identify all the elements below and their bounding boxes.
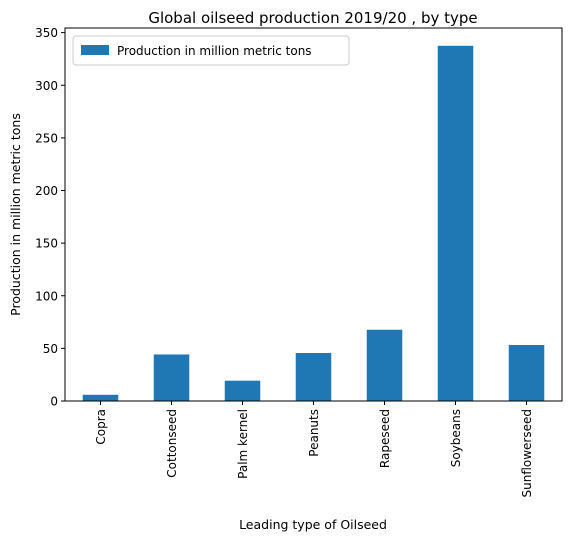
- y-tick-label: 150: [35, 237, 58, 251]
- x-tick-label: Sunflowerseed: [520, 409, 534, 498]
- x-tick-label: Palm kernel: [236, 409, 250, 479]
- y-tick-label: 200: [35, 184, 58, 198]
- x-tick-label: Rapeseed: [378, 409, 392, 468]
- x-tick-label: Copra: [94, 409, 108, 445]
- y-tick-label: 300: [35, 79, 58, 93]
- y-tick-label: 100: [35, 289, 58, 303]
- bar-soybeans: [437, 45, 474, 402]
- bar-palm-kernel: [224, 380, 261, 401]
- legend: Production in million metric tons: [72, 35, 350, 66]
- plot-area: 0 50 100 150 200 250 300 350 Copra Cottonseed Pal…: [35, 26, 563, 498]
- bar-copra: [82, 394, 119, 401]
- chart-title: Global oilseed production 2019/20 , by t…: [148, 9, 477, 27]
- x-tick-label: Soybeans: [449, 409, 463, 467]
- legend-swatch: [81, 45, 109, 55]
- x-tick-label: Cottonseed: [165, 409, 179, 478]
- x-tick-label: Peanuts: [307, 409, 321, 457]
- bar-rapeseed: [366, 329, 403, 401]
- y-tick-label: 250: [35, 131, 58, 145]
- legend-label: Production in million metric tons: [117, 44, 312, 58]
- bar-cottonseed: [153, 354, 190, 401]
- y-tick-label: 350: [35, 26, 58, 40]
- legend-box: [72, 35, 350, 66]
- bar-peanuts: [295, 353, 332, 401]
- y-tick-label: 50: [43, 342, 58, 356]
- x-axis-ticks: Copra Cottonseed Palm kernel Peanuts Rapesee…: [94, 401, 534, 498]
- y-axis-ticks: 0 50 100 150 200 250 300 350: [35, 26, 65, 409]
- bars-group: [82, 45, 545, 402]
- x-axis-label: Leading type of Oilseed: [239, 517, 387, 532]
- plot-frame: [64, 27, 563, 402]
- bar-sunflowerseed: [508, 345, 545, 401]
- y-tick-label: 0: [50, 395, 58, 409]
- y-axis-label: Production in million metric tons: [8, 113, 23, 316]
